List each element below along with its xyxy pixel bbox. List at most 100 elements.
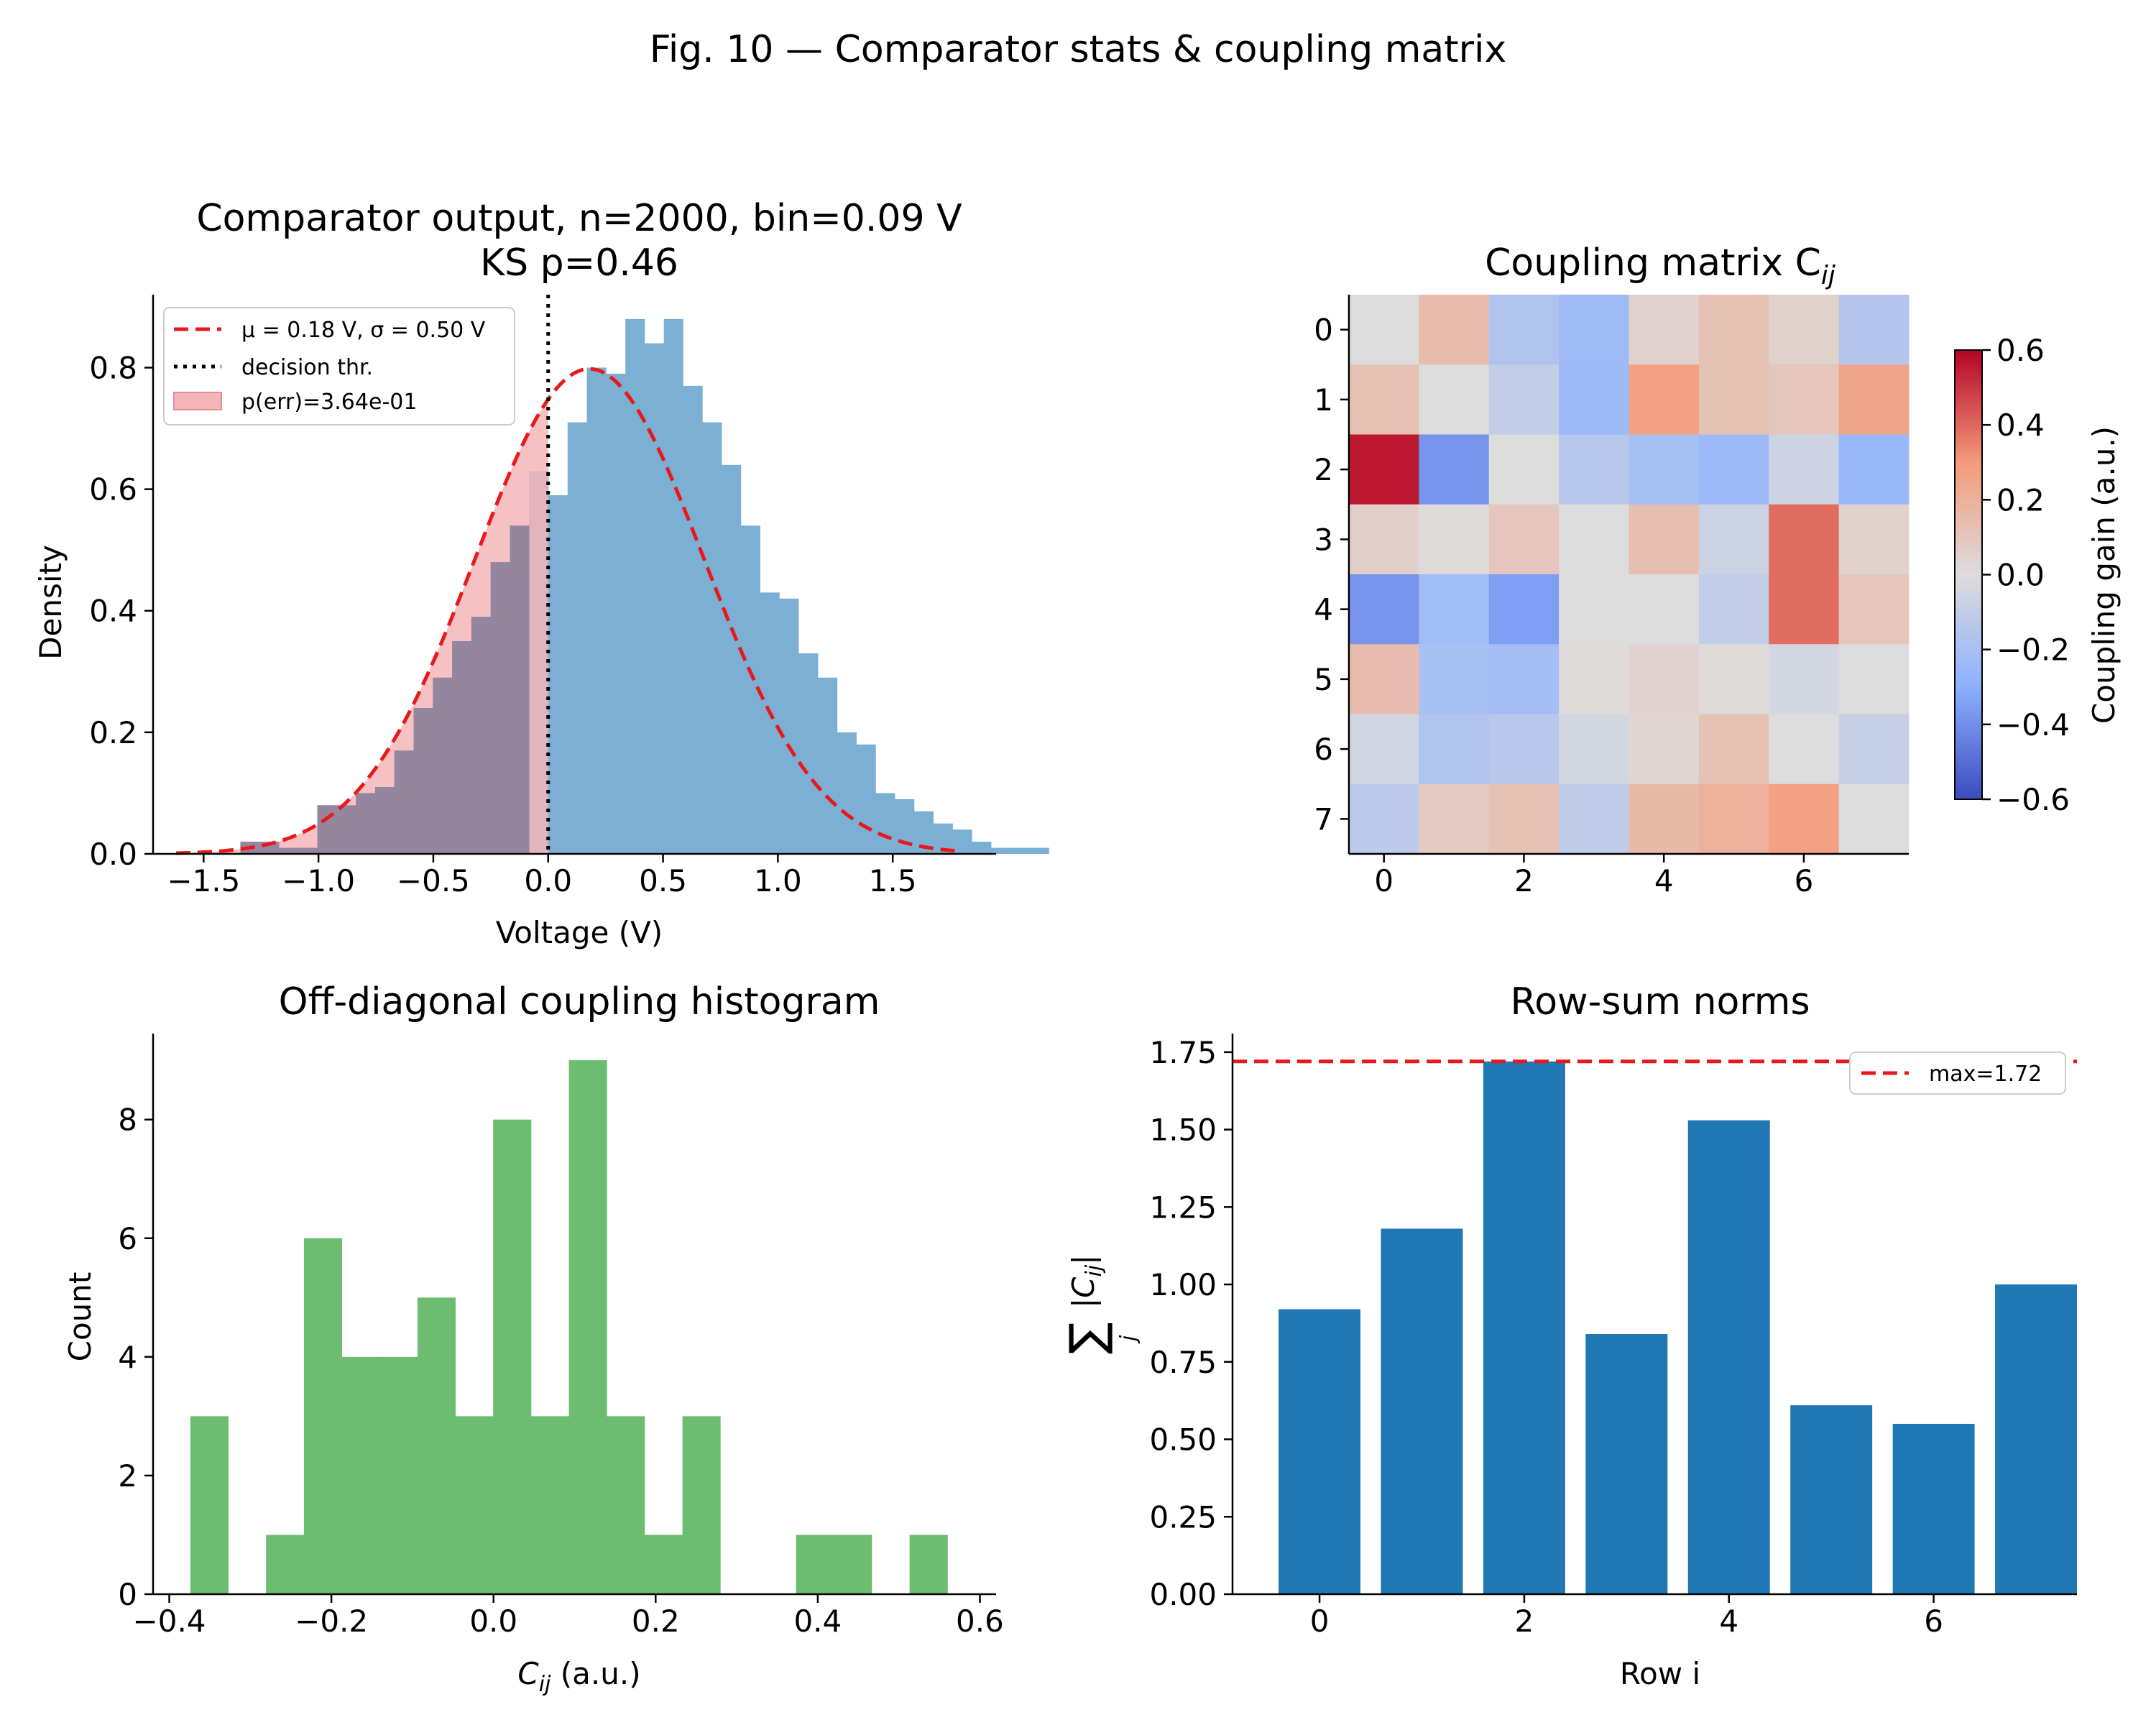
offdiag-ytick-label: 0 [118, 1577, 137, 1612]
heatmap-cell [1698, 783, 1769, 855]
histogram-bar [682, 1416, 721, 1594]
colorbar-ticks: 0.6 0.4 0.2 0.0 −0.2 −0.4 −0.6 [1982, 333, 2070, 817]
histogram-bar-overlap [510, 525, 530, 854]
comparator-xtick-label: 1.5 [869, 863, 917, 898]
histogram-bar [190, 1416, 229, 1594]
offdiag-histogram-panel: Off-diagonal coupling histogram −0.4 −0.2… [63, 980, 1004, 1697]
offdiag-ylabel: Count [63, 1272, 98, 1362]
legend-fit-label: μ = 0.18 V, σ = 0.50 V [241, 318, 486, 343]
ylabel-sum-index: j [1116, 1335, 1141, 1344]
rowsum-xlabel: Row i [1620, 1656, 1700, 1691]
histogram-bar-overlap [452, 641, 472, 854]
rowsum-bar [1995, 1284, 2077, 1594]
offdiag-xlabel: Cij (a.u.) [517, 1656, 640, 1697]
heatmap-cell [1419, 714, 1490, 785]
coupling-axes: 0 2 4 6 0 1 2 3 4 5 6 7 [1314, 295, 1909, 898]
rowsum-ytick-label: 1.25 [1149, 1190, 1217, 1225]
histogram-bar-overlap [413, 708, 433, 854]
histogram-bar [379, 1356, 418, 1594]
heatmap-cell [1769, 295, 1840, 365]
heatmap-cell [1419, 295, 1490, 365]
coupling-xtick-label: 2 [1514, 863, 1534, 898]
comparator-ytick-label: 0.0 [89, 837, 137, 872]
heatmap-cell [1488, 504, 1560, 575]
comparator-xtick-label: 0.0 [524, 863, 572, 898]
heatmap-cell [1838, 644, 1909, 714]
comparator-title-line1: Comparator output, n=2000, bin=0.09 V [196, 197, 962, 240]
comparator-ylabel: Density [33, 545, 68, 660]
rowsum-xtick-label: 4 [1719, 1604, 1738, 1639]
heatmap-cell [1769, 574, 1840, 645]
offdiag-xtick-label: 0.2 [632, 1604, 680, 1639]
rowsum-bar [1790, 1405, 1873, 1594]
rowsum-bar [1381, 1228, 1463, 1594]
histogram-bar [606, 373, 626, 854]
coupling-ytick-label: 2 [1314, 452, 1333, 487]
histogram-bar-overlap [356, 793, 376, 854]
histogram-bar [1029, 847, 1049, 854]
heatmap-cell [1769, 714, 1840, 785]
heatmap-cell [1698, 574, 1769, 645]
heatmap-cell [1349, 504, 1419, 575]
rowsum-bar [1279, 1309, 1361, 1594]
histogram-bar-overlap [336, 805, 356, 854]
coupling-ytick-label: 3 [1314, 522, 1333, 557]
coupling-ytick-label: 4 [1314, 592, 1333, 627]
heatmap-cell [1419, 644, 1490, 714]
heatmap-cell [1419, 504, 1490, 575]
rowsum-ytick-label: 1.50 [1149, 1113, 1217, 1148]
histogram-bar-overlap [279, 847, 299, 854]
rowsum-bar [1687, 1120, 1770, 1594]
heatmap-cell [1698, 504, 1769, 575]
histogram-bar-overlap [394, 750, 414, 854]
histogram-bar [568, 1060, 607, 1594]
coupling-xtick-label: 0 [1374, 863, 1393, 898]
histogram-bar [455, 1416, 494, 1594]
heatmap-cell [1559, 364, 1629, 435]
heatmap-cell [1488, 574, 1560, 645]
rowsum-xtick-label: 6 [1924, 1604, 1943, 1639]
rowsum-bar [1585, 1334, 1668, 1594]
heatmap-cell [1698, 644, 1769, 714]
heatmap-cell [1769, 364, 1840, 435]
rowsum-xtick-label: 0 [1310, 1604, 1330, 1639]
rowsum-bar [1483, 1061, 1565, 1594]
heatmap-cell [1838, 434, 1909, 505]
heatmap-cell [1349, 295, 1419, 365]
heatmap-cell [1698, 714, 1769, 785]
offdiag-xtick-label: −0.2 [295, 1604, 368, 1639]
histogram-bar [586, 367, 607, 854]
rowsum-ytick-label: 0.50 [1149, 1422, 1217, 1458]
coupling-ytick-label: 5 [1314, 662, 1333, 697]
legend-error-label: p(err)=3.64e-01 [241, 390, 417, 415]
heatmap-cell [1559, 574, 1629, 645]
histogram-bar [991, 847, 1011, 854]
heatmap-cell [1419, 364, 1490, 435]
comparator-xtick-label: 0.5 [639, 863, 687, 898]
offdiag-title: Off-diagonal coupling histogram [279, 980, 880, 1024]
legend-error-swatch [173, 392, 222, 410]
comparator-xtick-label: −0.5 [397, 863, 470, 898]
heatmap-cell [1838, 783, 1909, 855]
histogram-bar-overlap [433, 677, 453, 854]
heatmap-cell [1838, 574, 1909, 645]
rowsum-ylabel: ∑ j |Cij| [1059, 1255, 1141, 1354]
heatmap-cell [1559, 783, 1629, 855]
rowsum-bar [1892, 1423, 1975, 1594]
comparator-ytick-label: 0.8 [89, 350, 137, 385]
comparator-xtick-label: 1.0 [754, 863, 802, 898]
colorbar-tick-label: −0.4 [1996, 707, 2070, 742]
rowsum-panel: Row-sum norms 0 2 4 6 0.00 0.25 0.50 0.75 1.00 1.… [1059, 980, 2077, 1691]
heatmap-cell [1349, 783, 1419, 855]
histogram-bar [909, 1535, 948, 1594]
ylabel-sum-symbol: ∑ [1059, 1322, 1115, 1354]
heatmap-cell [1488, 644, 1560, 714]
ylabel-text: |Cij| [1066, 1255, 1107, 1308]
histogram-bar [834, 1535, 872, 1594]
histogram-bar [796, 1535, 834, 1594]
histogram-bar [625, 318, 645, 855]
offdiag-xtick-label: −0.4 [133, 1604, 206, 1639]
heatmap-cell [1698, 434, 1769, 505]
comparator-bars [175, 318, 1049, 855]
coupling-ytick-label: 6 [1314, 732, 1333, 767]
